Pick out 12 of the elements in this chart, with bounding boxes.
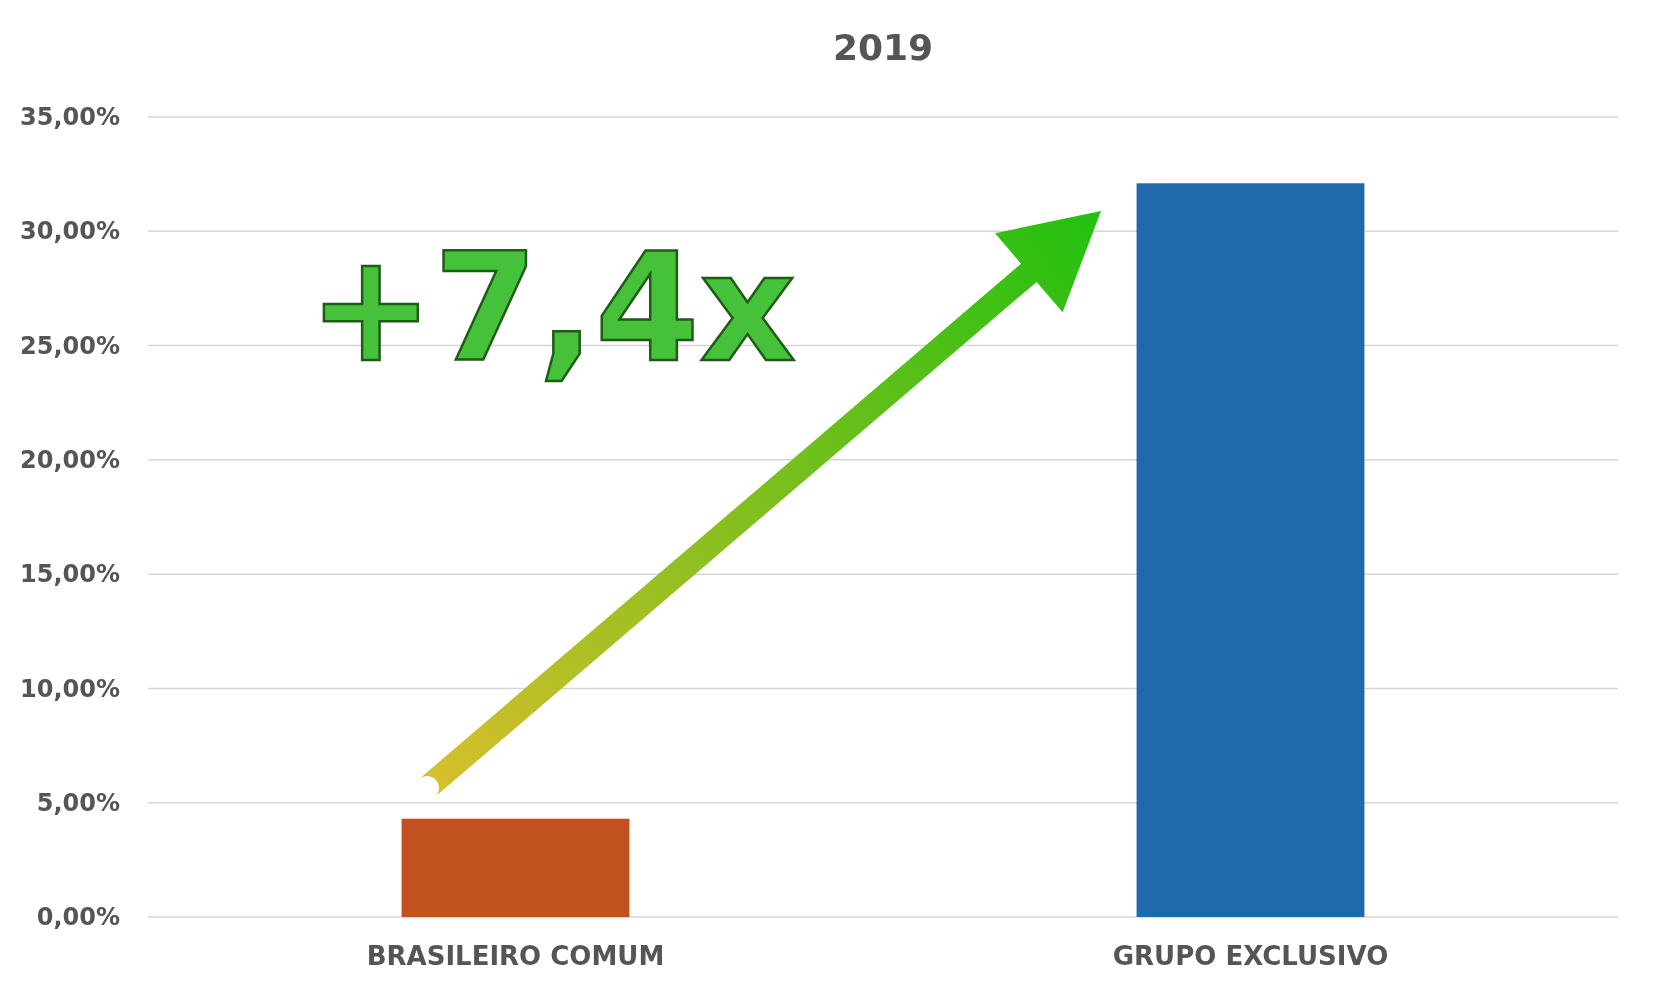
y-tick-label: 20,00% [20,446,120,475]
y-tick-label: 0,00% [36,903,120,932]
y-tick-label: 35,00% [20,103,120,132]
y-tick-label: 5,00% [36,788,120,817]
x-tick-label: BRASILEIRO COMUM [366,941,665,971]
y-tick-label: 15,00% [20,560,120,589]
annotation: +7,4x [307,221,797,395]
y-tick-label: 10,00% [20,674,120,703]
chart-title: 2019 [832,27,934,68]
y-tick-label: 30,00% [20,217,120,246]
y-tick-label: 25,00% [20,331,120,360]
x-tick-label: GRUPO EXCLUSIVO [1112,941,1389,971]
